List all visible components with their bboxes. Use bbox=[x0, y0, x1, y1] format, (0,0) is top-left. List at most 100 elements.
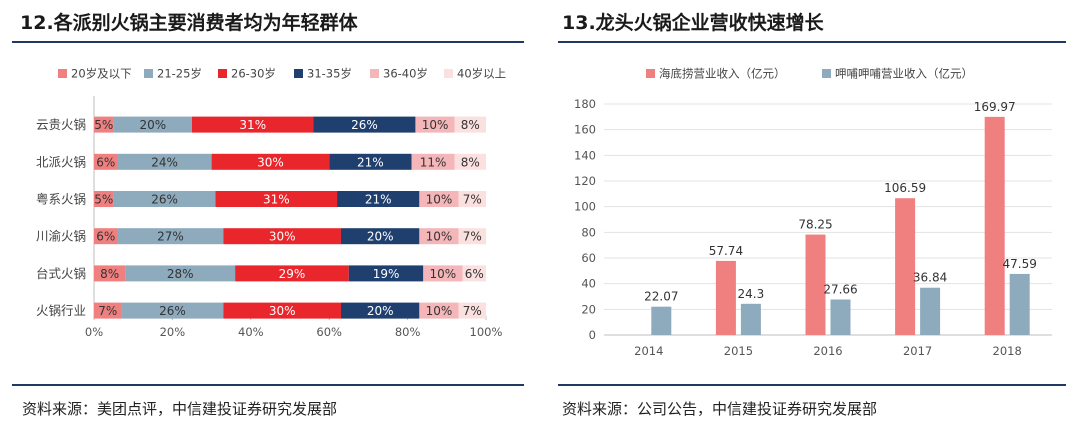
left-chart-title: 12.各派别火锅主要消费者均为年轻群体 bbox=[20, 12, 358, 34]
category-label: 北派火锅 bbox=[36, 154, 86, 169]
bar bbox=[805, 234, 826, 335]
category-label: 川渝火锅 bbox=[36, 229, 86, 244]
data-label: 6% bbox=[465, 267, 484, 281]
data-label: 10% bbox=[426, 230, 453, 244]
data-label: 78.25 bbox=[798, 218, 832, 232]
x-tick-label: 80% bbox=[395, 325, 421, 339]
data-label: 8% bbox=[461, 155, 480, 169]
x-tick-label: 100% bbox=[470, 325, 503, 339]
bar bbox=[1009, 273, 1030, 335]
y-tick-label: 20 bbox=[581, 302, 596, 316]
legend-swatch bbox=[144, 69, 153, 78]
data-label: 106.59 bbox=[884, 181, 926, 195]
data-label: 11% bbox=[420, 155, 447, 169]
bar bbox=[830, 299, 851, 335]
bar-segment bbox=[94, 265, 126, 282]
bar bbox=[984, 116, 1005, 336]
data-label: 31% bbox=[263, 193, 290, 207]
bar-segment bbox=[411, 153, 455, 170]
bar-segment bbox=[235, 265, 349, 282]
bar-segment bbox=[121, 302, 224, 319]
bar-segment bbox=[94, 228, 118, 245]
y-tick-label: 120 bbox=[574, 174, 596, 188]
data-label: 47.59 bbox=[1003, 257, 1037, 271]
data-label: 8% bbox=[461, 118, 480, 132]
x-tick-label: 2018 bbox=[993, 344, 1022, 358]
data-label: 29% bbox=[279, 267, 306, 281]
data-label: 27% bbox=[157, 230, 184, 244]
x-tick-label: 60% bbox=[316, 325, 342, 339]
bar-segment bbox=[340, 228, 420, 245]
data-label: 57.74 bbox=[709, 244, 743, 258]
y-tick-label: 140 bbox=[574, 148, 596, 162]
bar-segment bbox=[313, 116, 416, 133]
data-label: 169.97 bbox=[974, 100, 1016, 114]
legend-label: 21-25岁 bbox=[157, 67, 202, 81]
bar-segment bbox=[117, 153, 212, 170]
data-label: 6% bbox=[96, 155, 115, 169]
y-tick-label: 180 bbox=[574, 97, 596, 111]
y-tick-label: 0 bbox=[589, 328, 596, 342]
bar-segment bbox=[94, 302, 122, 319]
data-label: 8% bbox=[100, 267, 119, 281]
data-label: 7% bbox=[463, 304, 482, 318]
data-label: 10% bbox=[426, 304, 453, 318]
x-tick-label: 20% bbox=[160, 325, 186, 339]
bar-segment bbox=[337, 191, 420, 207]
bar-segment bbox=[462, 265, 486, 282]
bar-segment bbox=[113, 191, 216, 207]
category-label: 云贵火锅 bbox=[36, 117, 86, 132]
y-tick-label: 40 bbox=[581, 277, 596, 291]
bar bbox=[895, 198, 916, 335]
legend-swatch bbox=[646, 69, 655, 78]
bar-segment bbox=[458, 191, 486, 207]
y-tick-label: 100 bbox=[574, 200, 596, 214]
left-footer-rule bbox=[12, 384, 524, 386]
x-tick-label: 0% bbox=[85, 325, 103, 339]
data-label: 26% bbox=[151, 193, 178, 207]
bar-segment bbox=[117, 228, 224, 245]
bar-segment bbox=[94, 153, 118, 170]
data-label: 28% bbox=[167, 267, 194, 281]
data-label: 24.3 bbox=[738, 287, 765, 301]
data-label: 19% bbox=[373, 267, 400, 281]
data-label: 5% bbox=[94, 193, 113, 207]
x-tick-label: 2017 bbox=[903, 344, 932, 358]
bar-segment bbox=[223, 228, 341, 245]
bar bbox=[715, 260, 736, 335]
data-label: 31% bbox=[239, 118, 266, 132]
bar-segment bbox=[192, 116, 314, 133]
bar-segment bbox=[340, 302, 420, 319]
data-label: 22.07 bbox=[644, 290, 678, 304]
data-label: 24% bbox=[151, 155, 178, 169]
legend-swatch bbox=[370, 69, 379, 78]
bar-segment bbox=[415, 116, 455, 133]
data-label: 10% bbox=[430, 267, 457, 281]
data-label: 20% bbox=[367, 304, 394, 318]
right-title-rule bbox=[558, 41, 1066, 43]
y-tick-label: 60 bbox=[581, 251, 596, 265]
x-tick-label: 40% bbox=[238, 325, 264, 339]
legend-label: 海底捞营业收入（亿元） bbox=[659, 67, 786, 81]
data-label: 26% bbox=[159, 304, 186, 318]
legend-label: 36-40岁 bbox=[383, 67, 428, 81]
bar-segment bbox=[423, 265, 463, 282]
left-title-rule bbox=[12, 41, 524, 43]
bar-segment bbox=[419, 191, 459, 207]
legend-label: 26-30岁 bbox=[231, 67, 276, 81]
bar bbox=[740, 303, 761, 335]
data-label: 6% bbox=[96, 230, 115, 244]
bar bbox=[920, 287, 941, 335]
bar-segment bbox=[348, 265, 424, 282]
category-label: 台式火锅 bbox=[36, 266, 86, 281]
age-stacked-bar-chart: 20岁及以下 21-25岁 26-30岁 31-35岁 36-40岁 40岁以上 0% 20%… bbox=[36, 67, 506, 340]
x-tick-label: 2014 bbox=[634, 344, 663, 358]
bar-segment bbox=[94, 191, 114, 207]
x-tick-label: 2016 bbox=[813, 344, 842, 358]
data-label: 21% bbox=[365, 193, 392, 207]
legend-swatch bbox=[294, 69, 303, 78]
legend-label: 40岁以上 bbox=[457, 67, 506, 81]
age-distribution-panel: 12.各派别火锅主要消费者均为年轻群体 20岁及以下 21-25岁 26-30岁 31… bbox=[12, 12, 524, 418]
x-tick-label: 2015 bbox=[724, 344, 753, 358]
bar-segment bbox=[458, 302, 486, 319]
